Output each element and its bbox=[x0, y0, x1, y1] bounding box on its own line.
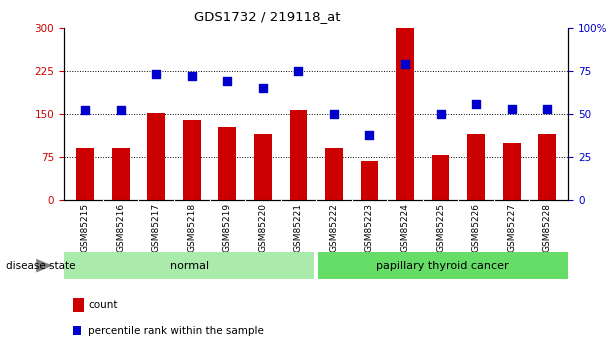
Text: GSM85216: GSM85216 bbox=[116, 203, 125, 252]
Text: GSM85218: GSM85218 bbox=[187, 203, 196, 252]
Point bbox=[436, 111, 446, 117]
Text: GSM85224: GSM85224 bbox=[401, 203, 410, 252]
Bar bbox=[318, 252, 568, 279]
Point bbox=[506, 106, 516, 111]
Bar bbox=[467, 134, 485, 200]
Point bbox=[471, 101, 481, 106]
Point bbox=[400, 61, 410, 67]
Bar bbox=[112, 148, 130, 200]
Text: papillary thyroid cancer: papillary thyroid cancer bbox=[376, 261, 509, 270]
Text: GSM85222: GSM85222 bbox=[330, 203, 339, 252]
Bar bbox=[64, 252, 314, 279]
Bar bbox=[254, 134, 272, 200]
Text: GSM85223: GSM85223 bbox=[365, 203, 374, 252]
Point bbox=[151, 71, 161, 77]
Text: GSM85215: GSM85215 bbox=[81, 203, 89, 252]
Bar bbox=[289, 110, 307, 200]
Bar bbox=[183, 120, 201, 200]
Text: GSM85226: GSM85226 bbox=[472, 203, 480, 252]
Text: GSM85227: GSM85227 bbox=[507, 203, 516, 252]
Polygon shape bbox=[36, 259, 52, 273]
Bar bbox=[147, 113, 165, 200]
Text: normal: normal bbox=[170, 261, 210, 270]
Text: GSM85225: GSM85225 bbox=[436, 203, 445, 252]
Bar bbox=[538, 134, 556, 200]
Point bbox=[365, 132, 375, 137]
Bar bbox=[76, 148, 94, 200]
Point bbox=[223, 78, 232, 84]
Bar bbox=[218, 127, 236, 200]
Bar bbox=[361, 161, 378, 200]
Text: GSM85221: GSM85221 bbox=[294, 203, 303, 252]
Bar bbox=[503, 142, 520, 200]
Point bbox=[258, 85, 268, 91]
Text: GDS1732 / 219118_at: GDS1732 / 219118_at bbox=[195, 10, 340, 23]
Point bbox=[116, 108, 126, 113]
Text: percentile rank within the sample: percentile rank within the sample bbox=[88, 326, 264, 336]
Point bbox=[329, 111, 339, 117]
Point bbox=[80, 108, 90, 113]
Text: GSM85220: GSM85220 bbox=[258, 203, 268, 252]
Text: disease state: disease state bbox=[6, 261, 75, 270]
Bar bbox=[432, 155, 449, 200]
Text: GSM85228: GSM85228 bbox=[543, 203, 551, 252]
Bar bbox=[396, 28, 414, 200]
Point bbox=[187, 73, 196, 79]
Text: GSM85217: GSM85217 bbox=[152, 203, 161, 252]
Text: count: count bbox=[88, 300, 118, 310]
Point bbox=[542, 106, 552, 111]
Text: GSM85219: GSM85219 bbox=[223, 203, 232, 252]
Point bbox=[294, 68, 303, 73]
Bar bbox=[325, 148, 343, 200]
